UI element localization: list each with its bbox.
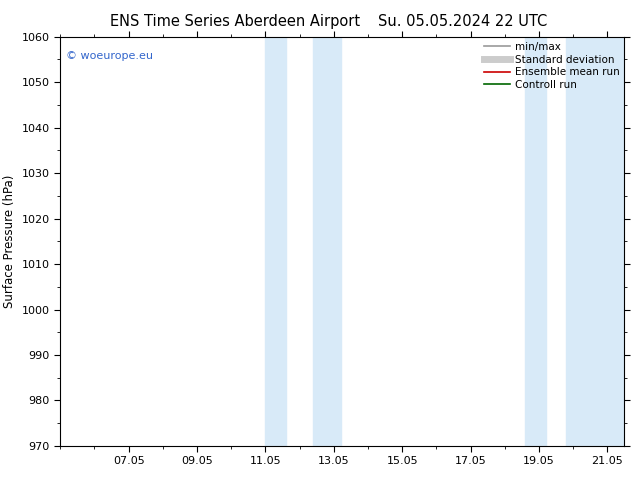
Text: Su. 05.05.2024 22 UTC: Su. 05.05.2024 22 UTC [378,14,547,29]
Y-axis label: Surface Pressure (hPa): Surface Pressure (hPa) [3,174,16,308]
Text: © woeurope.eu: © woeurope.eu [66,51,153,61]
Bar [266,37,286,446]
Text: ENS Time Series Aberdeen Airport: ENS Time Series Aberdeen Airport [110,14,359,29]
Bar [313,37,340,446]
Bar [566,37,624,446]
Legend: min/max, Standard deviation, Ensemble mean run, Controll run: min/max, Standard deviation, Ensemble me… [482,40,621,92]
Bar [526,37,546,446]
